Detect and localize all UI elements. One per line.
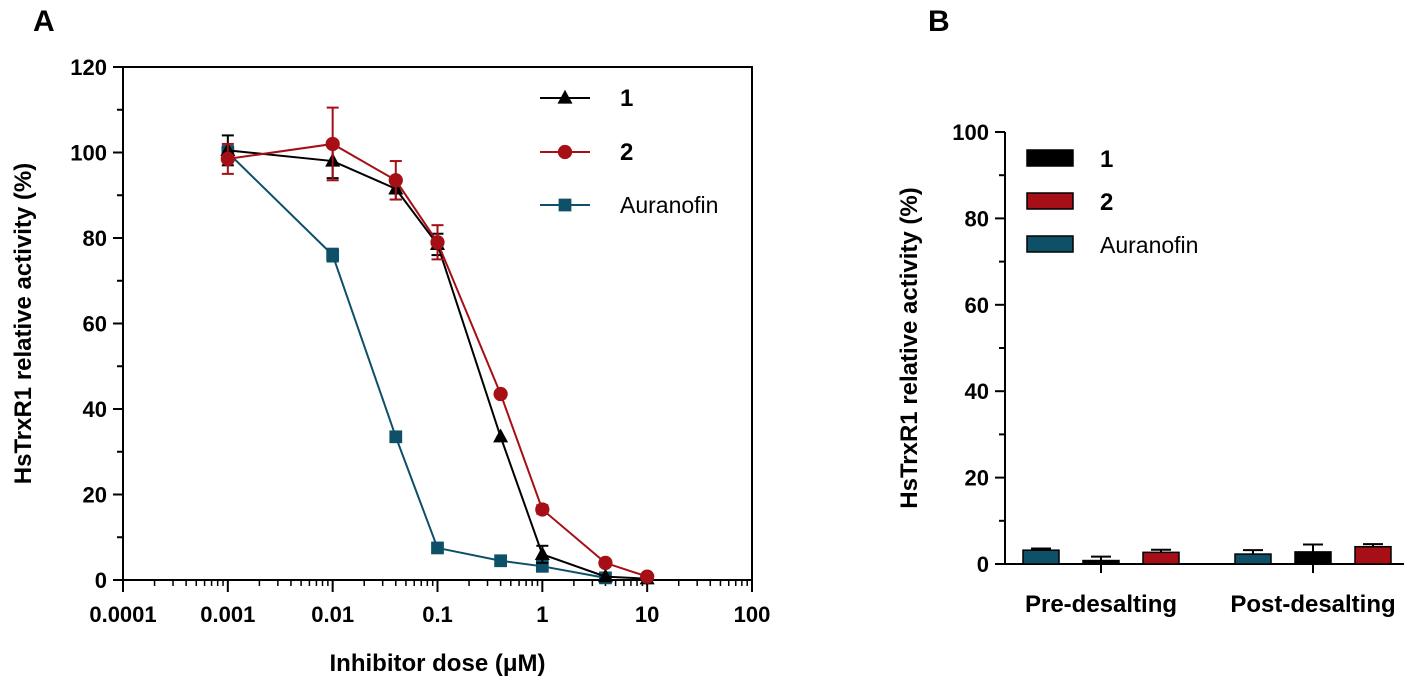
bar-2 <box>1142 551 1180 565</box>
legend-marker-auranofin <box>558 198 572 212</box>
desalting-bar-chart: 0 20 40 60 80 100 HsTrxR1 relative activity (%… <box>896 120 1404 618</box>
y-axis-title: HsTrxR1 relative activity (%) <box>10 163 37 484</box>
legend-label-1: 1 <box>620 85 633 112</box>
bar-auranofin <box>1022 549 1060 565</box>
legend-marker-1 <box>557 89 573 104</box>
legend-label-1: 1 <box>1100 146 1113 173</box>
x-tick-label: 0.01 <box>311 602 354 627</box>
data-point-2 <box>220 151 235 167</box>
data-point-1 <box>597 568 613 583</box>
data-point-2 <box>598 555 613 571</box>
x-category-label: Post-desalting <box>1230 591 1395 618</box>
data-point-2 <box>535 502 550 517</box>
panel-a-label: A <box>33 5 55 38</box>
y-tick-label: 40 <box>83 397 107 422</box>
legend-label-2: 2 <box>620 139 633 166</box>
y-tick-label: 120 <box>70 55 107 80</box>
y-tick-label: 100 <box>70 141 107 166</box>
data-point-auranofin <box>326 248 340 262</box>
legend-label-auranofin: Auranofin <box>1100 232 1198 258</box>
legend-swatch-1 <box>1026 149 1074 167</box>
y-tick-label: 80 <box>965 206 989 231</box>
data-point-auranofin <box>389 430 403 444</box>
x-tick-label: 0.001 <box>200 602 255 627</box>
y-tick-label: 60 <box>83 312 107 337</box>
legend-swatch-2 <box>1026 192 1074 210</box>
bar-1 <box>1294 551 1332 565</box>
series-line-2 <box>227 142 648 578</box>
dose-response-chart: 0 20 40 60 80 100 120 0.0001 0.001 0.01 0.1 1 10 100 I… <box>10 55 770 677</box>
y-tick-label: 0 <box>95 568 107 593</box>
y-tick-label: 20 <box>83 483 107 508</box>
data-point-1 <box>493 428 509 443</box>
data-point-2 <box>430 235 445 250</box>
data-point-2 <box>388 173 403 188</box>
y-tick-label: 20 <box>965 466 989 491</box>
legend-swatch-auranofin <box>1026 235 1074 253</box>
data-point-2 <box>325 136 340 152</box>
x-tick-label: 0.1 <box>422 602 453 627</box>
plot-frame <box>122 66 753 581</box>
data-point-2 <box>640 569 655 584</box>
x-tick-label: 100 <box>734 602 771 627</box>
y-tick-label: 100 <box>952 120 989 145</box>
data-point-auranofin <box>431 541 444 555</box>
bar-2 <box>1354 545 1392 565</box>
y-tick-label: 80 <box>83 226 107 251</box>
y-tick-label: 0 <box>977 552 989 577</box>
data-point-1 <box>534 546 550 560</box>
x-category-label: Pre-desalting <box>1025 591 1177 618</box>
y-axis-title: HsTrxR1 relative activity (%) <box>896 187 923 508</box>
x-tick-label: 10 <box>635 602 659 627</box>
series-line-1 <box>227 149 648 580</box>
y-tick-label: 40 <box>965 379 989 404</box>
legend-label-auranofin: Auranofin <box>620 192 718 218</box>
x-axis-title: Inhibitor dose (μM) <box>330 650 546 677</box>
bar-1 <box>1082 559 1120 565</box>
panel-b-label: B <box>928 5 950 38</box>
x-tick-label: 0.0001 <box>89 602 156 627</box>
y-tick-label: 60 <box>965 293 989 318</box>
legend-label-2: 2 <box>1100 189 1113 216</box>
legend-marker-2 <box>557 144 573 160</box>
data-point-2 <box>493 386 508 402</box>
bar-auranofin <box>1234 553 1272 565</box>
x-tick-label: 1 <box>536 602 548 627</box>
data-point-auranofin <box>494 554 507 568</box>
